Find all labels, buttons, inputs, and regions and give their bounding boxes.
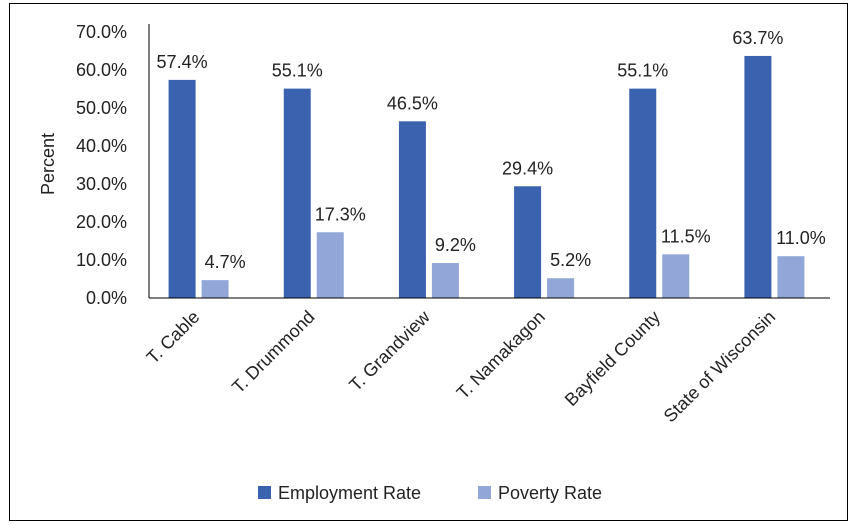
- employment-rate-bar: [283, 88, 311, 299]
- legend-label: Employment Rate: [278, 483, 421, 503]
- x-category-label: State of Wisconsin: [660, 307, 780, 427]
- employment-rate-data-label: 57.4%: [157, 52, 208, 72]
- employment-rate-data-label: 55.1%: [617, 61, 668, 81]
- y-tick-label: 40.0%: [76, 136, 127, 156]
- y-tick-label: 0.0%: [86, 288, 127, 308]
- y-tick-label: 10.0%: [76, 250, 127, 270]
- employment-rate-data-label: 29.4%: [502, 158, 553, 178]
- y-tick-label: 50.0%: [76, 98, 127, 118]
- legend-label: Poverty Rate: [498, 483, 602, 503]
- poverty-rate-data-label: 5.2%: [550, 250, 591, 270]
- employment-rate-bar: [514, 186, 542, 298]
- x-category-label: T. Namakagon: [453, 307, 549, 403]
- legend-swatch: [258, 486, 271, 499]
- poverty-rate-bar: [201, 280, 229, 298]
- employment-rate-bar: [168, 79, 196, 298]
- poverty-rate-data-label: 11.0%: [776, 228, 826, 248]
- poverty-rate-data-label: 9.2%: [435, 235, 476, 255]
- employment-rate-data-label: 63.7%: [732, 28, 783, 48]
- y-axis-title: Percent: [38, 133, 58, 195]
- poverty-rate-bar: [777, 256, 805, 298]
- y-tick-label: 60.0%: [76, 60, 127, 80]
- y-tick-label: 70.0%: [76, 22, 127, 42]
- x-category-label: T. Drummond: [228, 307, 319, 398]
- y-tick-label: 30.0%: [76, 174, 127, 194]
- employment-rate-bar: [744, 55, 772, 298]
- employment-rate-bar: [629, 88, 657, 299]
- employment-rate-data-label: 46.5%: [387, 93, 438, 113]
- poverty-rate-bar: [431, 263, 459, 298]
- y-tick-label: 20.0%: [76, 212, 127, 232]
- x-category-label: T. Grandview: [345, 306, 434, 395]
- x-category-label: T. Cable: [143, 307, 204, 368]
- legend-swatch: [478, 486, 491, 499]
- employment-rate-data-label: 55.1%: [272, 61, 323, 81]
- poverty-rate-data-label: 17.3%: [315, 204, 366, 224]
- poverty-rate-bar: [547, 278, 575, 298]
- x-category-label: Bayfield County: [561, 307, 664, 410]
- poverty-rate-bar: [662, 254, 690, 298]
- poverty-rate-data-label: 4.7%: [205, 252, 246, 272]
- poverty-rate-bar: [316, 232, 344, 298]
- employment-rate-bar: [398, 121, 426, 298]
- poverty-rate-data-label: 11.5%: [661, 226, 711, 246]
